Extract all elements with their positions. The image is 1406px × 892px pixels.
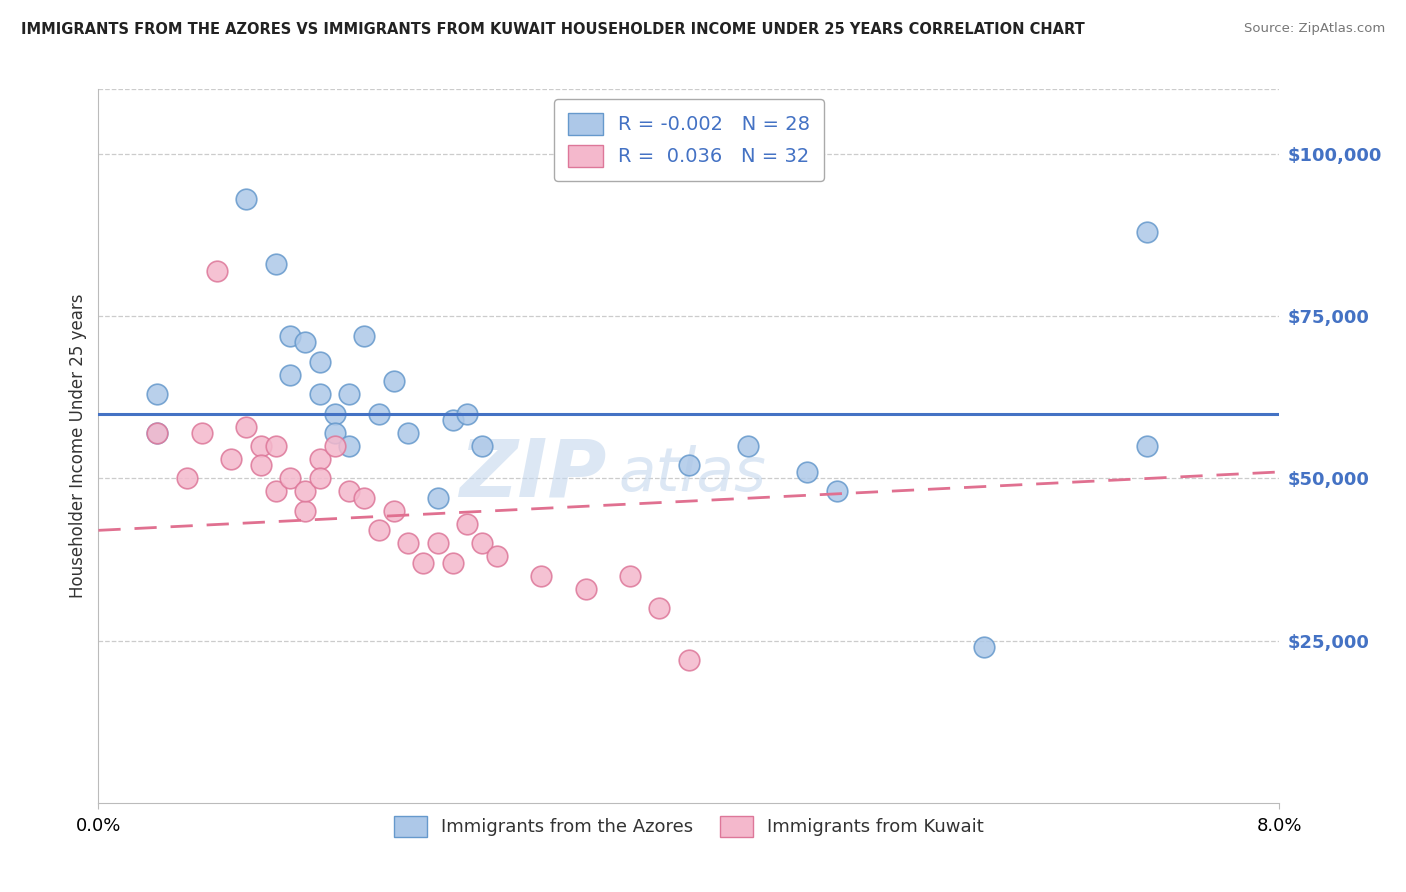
Point [280, 471, 302, 485]
Point [191, 425, 214, 440]
Text: ZIP: ZIP [458, 435, 606, 514]
Point [973, 640, 995, 654]
Point [264, 257, 287, 271]
Point [486, 549, 509, 564]
Point [619, 568, 641, 582]
Point [323, 439, 346, 453]
Text: Source: ZipAtlas.com: Source: ZipAtlas.com [1244, 22, 1385, 36]
Point [368, 524, 391, 538]
Point [146, 425, 169, 440]
Point [205, 264, 228, 278]
Point [323, 425, 346, 440]
Point [471, 439, 494, 453]
Text: atlas: atlas [619, 445, 766, 504]
Text: IMMIGRANTS FROM THE AZORES VS IMMIGRANTS FROM KUWAIT HOUSEHOLDER INCOME UNDER 25: IMMIGRANTS FROM THE AZORES VS IMMIGRANTS… [21, 22, 1085, 37]
Point [412, 556, 434, 570]
Point [280, 368, 302, 382]
Point [427, 536, 450, 550]
Point [294, 484, 316, 499]
Point [575, 582, 598, 596]
Y-axis label: Householder Income Under 25 years: Householder Income Under 25 years [69, 293, 87, 599]
Point [382, 374, 405, 388]
Point [339, 387, 361, 401]
Legend: Immigrants from the Azores, Immigrants from Kuwait: Immigrants from the Azores, Immigrants f… [387, 808, 991, 844]
Point [176, 471, 198, 485]
Point [235, 193, 257, 207]
Point [309, 387, 332, 401]
Point [280, 328, 302, 343]
Point [339, 439, 361, 453]
Point [737, 439, 759, 453]
Point [1136, 439, 1159, 453]
Point [648, 601, 671, 615]
Point [264, 484, 287, 499]
Point [309, 452, 332, 467]
Point [294, 504, 316, 518]
Point [250, 439, 273, 453]
Point [250, 458, 273, 473]
Point [441, 413, 464, 427]
Point [382, 504, 405, 518]
Point [441, 556, 464, 570]
Point [398, 536, 420, 550]
Point [398, 425, 420, 440]
Point [530, 568, 553, 582]
Point [235, 419, 257, 434]
Point [1136, 225, 1159, 239]
Point [339, 484, 361, 499]
Point [323, 407, 346, 421]
Point [678, 653, 700, 667]
Point [294, 335, 316, 350]
Point [796, 465, 818, 479]
Point [309, 354, 332, 368]
Point [146, 425, 169, 440]
Point [457, 407, 479, 421]
Point [309, 471, 332, 485]
Point [368, 407, 391, 421]
Point [353, 328, 375, 343]
Point [471, 536, 494, 550]
Point [264, 439, 287, 453]
Point [221, 452, 243, 467]
Point [427, 491, 450, 505]
Point [146, 387, 169, 401]
Point [353, 491, 375, 505]
Point [678, 458, 700, 473]
Point [457, 516, 479, 531]
Point [825, 484, 848, 499]
